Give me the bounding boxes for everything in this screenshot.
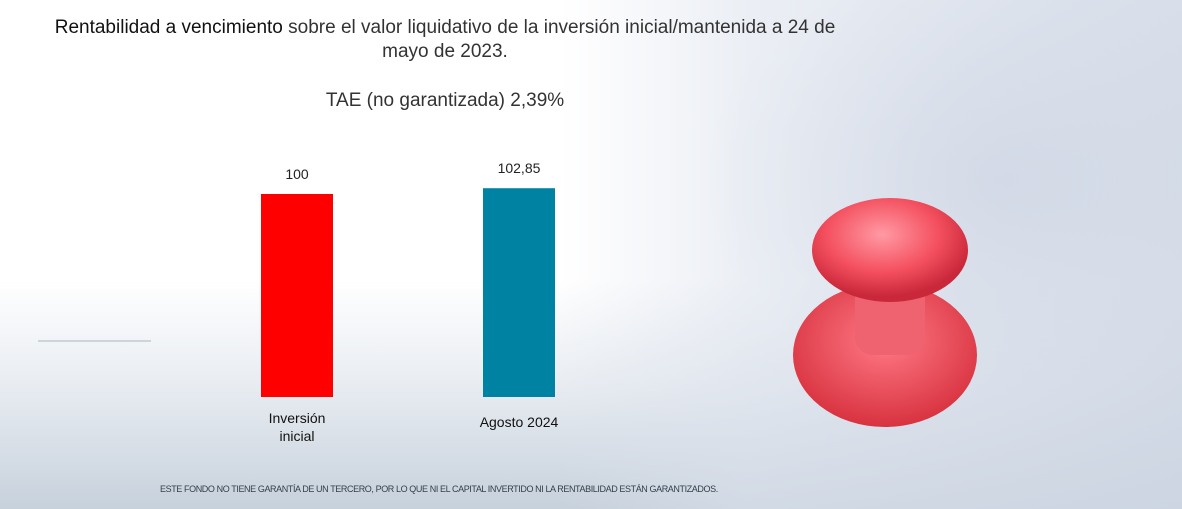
decorative-divider (38, 340, 151, 342)
category-label-2: Agosto 2024 (480, 414, 559, 430)
category-label-1: Inversión inicial (269, 410, 326, 444)
bar-2 (483, 188, 555, 397)
disclaimer-footnote: ESTE FONDO NO TIENE GARANTÍA DE UN TERCE… (160, 484, 718, 494)
red-pushpin-icon (793, 198, 977, 427)
headline-bold: Rentabilidad a vencimiento (54, 17, 283, 38)
tae-label: TAE (no garantizada) 2,39% (325, 90, 565, 111)
page-title: Rentabilidad a vencimiento sobre el valo… (40, 16, 850, 64)
bar-1 (261, 194, 333, 397)
value-label-2: 102,85 (498, 160, 541, 176)
headline-rest: sobre el valor liquidativo de la inversi… (282, 17, 836, 62)
value-label-1: 100 (285, 166, 309, 182)
